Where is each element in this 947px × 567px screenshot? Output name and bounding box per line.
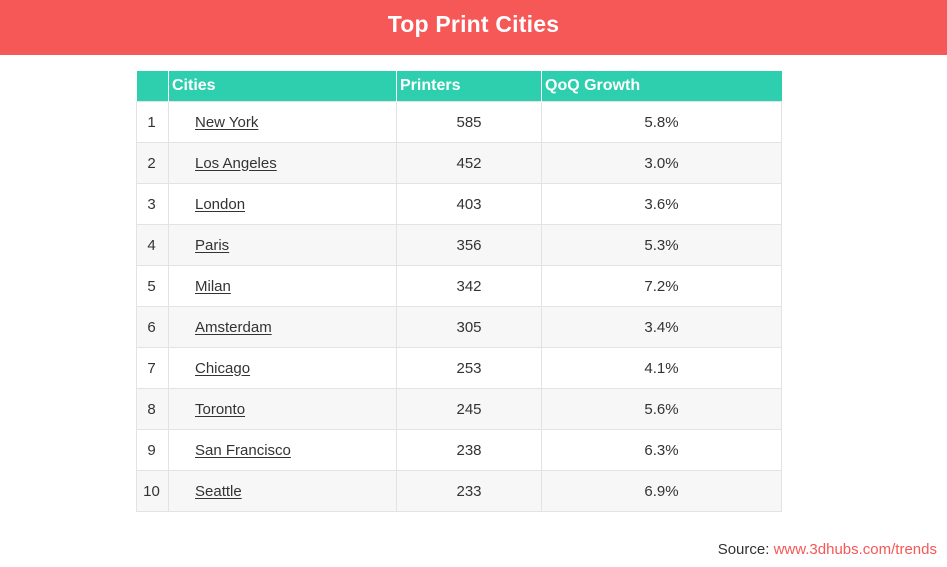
rank-cell: 10 (136, 470, 169, 512)
city-cell: San Francisco (168, 429, 397, 471)
source-label: Source: (717, 541, 770, 558)
table-row: 10 Seattle 233 6.9% (136, 470, 782, 512)
title-banner: Top Print Cities (0, 0, 947, 55)
city-link[interactable]: Seattle (195, 482, 242, 500)
growth-cell: 5.8% (541, 101, 782, 143)
table-row: 1 New York 585 5.8% (136, 101, 782, 143)
city-cell: New York (168, 101, 397, 143)
rank-cell: 4 (136, 224, 169, 266)
table-row: 2 Los Angeles 452 3.0% (136, 142, 782, 184)
rank-cell: 9 (136, 429, 169, 471)
city-cell: Milan (168, 265, 397, 307)
growth-cell: 3.4% (541, 306, 782, 348)
rank-cell: 2 (136, 142, 169, 184)
rank-cell: 5 (136, 265, 169, 307)
city-cell: London (168, 183, 397, 225)
printers-cell: 238 (396, 429, 542, 471)
header-rank (136, 71, 169, 102)
rank-cell: 1 (136, 101, 169, 143)
cities-table-container: Cities Printers QoQ Growth 1 New York 585 5… (136, 71, 782, 512)
growth-cell: 5.6% (541, 388, 782, 430)
rank-cell: 7 (136, 347, 169, 389)
header-printers: Printers (396, 71, 542, 102)
printers-cell: 253 (396, 347, 542, 389)
growth-cell: 7.2% (541, 265, 782, 307)
city-cell: Seattle (168, 470, 397, 512)
printers-cell: 452 (396, 142, 542, 184)
rank-cell: 8 (136, 388, 169, 430)
printers-cell: 356 (396, 224, 542, 266)
city-link[interactable]: Amsterdam (195, 318, 272, 336)
city-link[interactable]: Chicago (195, 359, 251, 377)
growth-cell: 6.3% (541, 429, 782, 471)
city-link[interactable]: San Francisco (195, 441, 291, 459)
table-row: 7 Chicago 253 4.1% (136, 347, 782, 389)
source-link[interactable]: www.3dhubs.com/trends (773, 541, 937, 558)
printers-cell: 305 (396, 306, 542, 348)
city-link[interactable]: Toronto (195, 400, 246, 418)
table-row: 8 Toronto 245 5.6% (136, 388, 782, 430)
rank-cell: 3 (136, 183, 169, 225)
city-link[interactable]: Los Angeles (195, 154, 277, 172)
printers-cell: 342 (396, 265, 542, 307)
growth-cell: 4.1% (541, 347, 782, 389)
growth-cell: 6.9% (541, 470, 782, 512)
city-cell: Chicago (168, 347, 397, 389)
growth-cell: 3.0% (541, 142, 782, 184)
page-title: Top Print Cities (387, 11, 560, 37)
printers-cell: 245 (396, 388, 542, 430)
city-link[interactable]: Paris (195, 236, 230, 254)
source-credit: Source: www.3dhubs.com/trends (718, 541, 937, 558)
header-growth: QoQ Growth (541, 71, 782, 102)
city-link[interactable]: New York (195, 113, 259, 131)
city-cell: Toronto (168, 388, 397, 430)
table-row: 3 London 403 3.6% (136, 183, 782, 225)
table-row: 9 San Francisco 238 6.3% (136, 429, 782, 471)
table-header: Cities Printers QoQ Growth (136, 71, 782, 102)
header-row: Cities Printers QoQ Growth (136, 71, 782, 102)
city-link[interactable]: Milan (195, 277, 231, 295)
table-row: 6 Amsterdam 305 3.4% (136, 306, 782, 348)
printers-cell: 233 (396, 470, 542, 512)
rank-cell: 6 (136, 306, 169, 348)
city-cell: Los Angeles (168, 142, 397, 184)
city-cell: Amsterdam (168, 306, 397, 348)
table-row: 5 Milan 342 7.2% (136, 265, 782, 307)
city-cell: Paris (168, 224, 397, 266)
table-row: 4 Paris 356 5.3% (136, 224, 782, 266)
growth-cell: 3.6% (541, 183, 782, 225)
growth-cell: 5.3% (541, 224, 782, 266)
table-body: 1 New York 585 5.8% 2 Los Angeles 452 3.0% 3 Lond… (136, 101, 782, 512)
header-cities: Cities (168, 71, 397, 102)
top-cities-table: Cities Printers QoQ Growth 1 New York 585 5… (136, 71, 782, 512)
printers-cell: 585 (396, 101, 542, 143)
city-link[interactable]: London (195, 195, 246, 213)
printers-cell: 403 (396, 183, 542, 225)
